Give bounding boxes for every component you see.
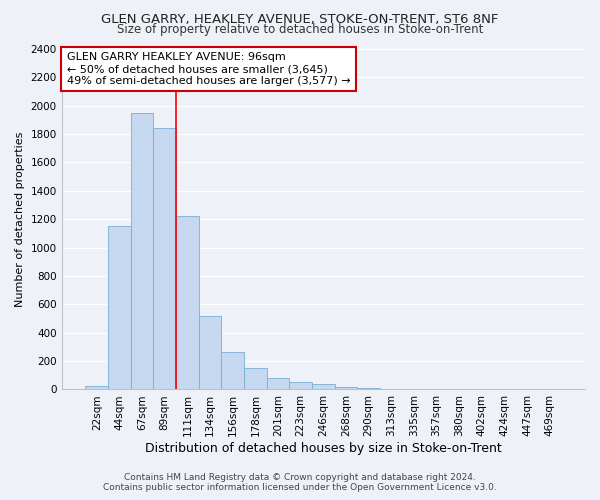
Text: Size of property relative to detached houses in Stoke-on-Trent: Size of property relative to detached ho… [117, 22, 483, 36]
Bar [176, 216, 199, 390]
Bar [154, 128, 176, 390]
Bar [199, 316, 221, 390]
Bar [108, 226, 131, 390]
Text: Contains HM Land Registry data © Crown copyright and database right 2024.
Contai: Contains HM Land Registry data © Crown c… [103, 473, 497, 492]
Bar [403, 388, 425, 390]
Bar [221, 352, 244, 390]
Bar [358, 388, 380, 390]
Bar [539, 388, 561, 390]
Y-axis label: Number of detached properties: Number of detached properties [15, 132, 25, 307]
Bar [380, 388, 403, 390]
Text: GLEN GARRY, HEAKLEY AVENUE, STOKE-ON-TRENT, ST6 8NF: GLEN GARRY, HEAKLEY AVENUE, STOKE-ON-TRE… [101, 12, 499, 26]
X-axis label: Distribution of detached houses by size in Stoke-on-Trent: Distribution of detached houses by size … [145, 442, 502, 455]
Bar [85, 386, 108, 390]
Bar [335, 386, 358, 390]
Bar [266, 378, 289, 390]
Bar [312, 384, 335, 390]
Text: GLEN GARRY HEAKLEY AVENUE: 96sqm
← 50% of detached houses are smaller (3,645)
49: GLEN GARRY HEAKLEY AVENUE: 96sqm ← 50% o… [67, 52, 350, 86]
Bar [289, 382, 312, 390]
Bar [244, 368, 266, 390]
Bar [131, 113, 154, 390]
